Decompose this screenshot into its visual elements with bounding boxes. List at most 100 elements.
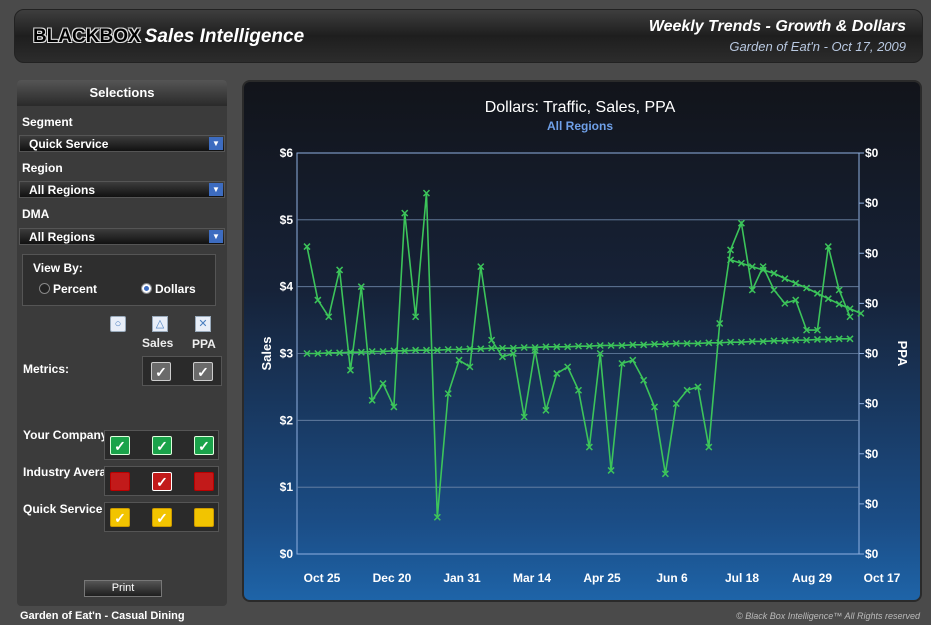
- data-point-marker: [379, 380, 387, 388]
- y2-tick-label: $0: [865, 196, 879, 210]
- your-company-traffic-checkbox[interactable]: ✓: [110, 436, 130, 455]
- data-point-marker: [336, 266, 344, 274]
- data-point-marker: [477, 263, 485, 271]
- row-label-quick-service: Quick Service: [23, 502, 103, 516]
- data-point-marker: [520, 413, 528, 421]
- y2-axis-label: PPA: [895, 341, 910, 367]
- app-header: BLACKBOX Sales Intelligence Weekly Trends…: [14, 9, 923, 63]
- data-point-marker: [422, 189, 430, 197]
- region-label: Region: [22, 161, 63, 175]
- x-tick-label: Aug 29: [792, 571, 832, 585]
- chevron-down-icon[interactable]: ▼: [209, 137, 223, 150]
- selections-title: Selections: [17, 80, 227, 106]
- metric-sales-checkbox[interactable]: ✓: [151, 362, 171, 381]
- data-point-marker: [466, 363, 474, 371]
- data-point-marker: [813, 326, 821, 334]
- x-tick-label: Oct 17: [864, 571, 901, 585]
- data-point-marker: [781, 275, 789, 283]
- data-point-marker: [336, 349, 344, 357]
- data-point-marker: [748, 337, 756, 346]
- viewby-percent-radio[interactable]: Percent: [39, 282, 97, 296]
- quick-service-checkbox-group: ✓ ✓: [104, 502, 219, 532]
- y2-tick-label: $0: [865, 497, 879, 511]
- data-point-marker: [618, 359, 626, 368]
- y2-tick-label: $0: [865, 146, 879, 160]
- ppa-cross-icon: ✕: [195, 316, 211, 332]
- data-point-marker: [401, 209, 409, 217]
- data-point-marker: [824, 243, 832, 251]
- print-button[interactable]: Print: [84, 580, 162, 597]
- quick-service-traffic-checkbox[interactable]: ✓: [110, 508, 130, 527]
- industry-average-traffic-checkbox[interactable]: [110, 472, 130, 491]
- your-company-ppa-checkbox[interactable]: ✓: [194, 436, 214, 455]
- x-tick-label: Mar 14: [513, 571, 551, 585]
- data-point-marker: [433, 513, 441, 521]
- data-point-marker: [488, 344, 496, 352]
- segment-dropdown[interactable]: Quick Service ▼: [19, 135, 225, 152]
- data-point-marker: [357, 283, 365, 291]
- data-point-marker: [824, 295, 832, 303]
- data-point-marker: [748, 263, 756, 271]
- viewby-percent-label: Percent: [53, 282, 98, 296]
- chevron-down-icon[interactable]: ▼: [209, 183, 223, 196]
- page-subtitle: Garden of Eat'n - Oct 17, 2009: [729, 39, 906, 54]
- data-point-marker: [792, 279, 800, 287]
- chevron-down-icon[interactable]: ▼: [209, 230, 223, 243]
- data-point-marker: [835, 335, 843, 343]
- data-point-marker: [694, 339, 702, 348]
- data-point-marker: [727, 256, 735, 264]
- data-point-marker: [564, 343, 572, 351]
- radio-selected-icon[interactable]: [141, 283, 152, 294]
- quick-service-sales-checkbox[interactable]: ✓: [152, 508, 172, 527]
- y2-tick-label: $0: [865, 347, 879, 361]
- data-point-marker: [466, 345, 474, 353]
- dma-label: DMA: [22, 207, 50, 221]
- logo-product: Sales Intelligence: [144, 26, 305, 47]
- data-point-marker: [705, 443, 713, 451]
- row-label-your-company: Your Company: [23, 428, 108, 442]
- data-point-marker: [368, 396, 376, 404]
- dma-value: All Regions: [29, 230, 96, 244]
- quick-service-ppa-checkbox[interactable]: [194, 508, 214, 527]
- data-point-marker: [737, 219, 745, 227]
- industry-average-ppa-checkbox[interactable]: [194, 472, 214, 491]
- data-point-marker: [390, 403, 398, 411]
- data-point-marker: [792, 336, 800, 344]
- data-point-marker: [629, 341, 637, 349]
- data-point-marker: [759, 337, 767, 346]
- data-point-marker: [781, 299, 789, 307]
- viewby-dollars-label: Dollars: [155, 282, 196, 296]
- data-point-marker: [542, 406, 550, 414]
- your-company-sales-checkbox[interactable]: ✓: [152, 436, 172, 455]
- data-point-marker: [379, 347, 387, 356]
- industry-average-sales-checkbox[interactable]: ✓: [152, 472, 172, 491]
- data-point-marker: [412, 313, 420, 321]
- data-point-marker: [770, 269, 778, 277]
- data-point-marker: [781, 337, 789, 345]
- data-point-marker: [390, 347, 398, 355]
- dma-dropdown[interactable]: All Regions ▼: [19, 228, 225, 245]
- data-point-marker: [846, 313, 854, 321]
- data-point-marker: [596, 349, 604, 358]
- region-dropdown[interactable]: All Regions ▼: [19, 181, 225, 198]
- data-point-marker: [585, 443, 593, 451]
- data-point-marker: [553, 343, 561, 351]
- logo-brand: BLACKBOX: [33, 26, 141, 47]
- data-point-marker: [846, 305, 854, 313]
- radio-icon[interactable]: [39, 283, 50, 294]
- chart-title: Dollars: Traffic, Sales, PPA: [485, 99, 676, 116]
- metrics-label: Metrics:: [23, 362, 70, 376]
- data-point-marker: [716, 339, 724, 347]
- data-point-marker: [694, 383, 702, 391]
- x-tick-label: Jul 18: [725, 571, 759, 585]
- metric-ppa-checkbox[interactable]: ✓: [193, 362, 213, 381]
- x-tick-label: Dec 20: [373, 571, 412, 585]
- footer-company: Garden of Eat'n - Casual Dining: [20, 610, 185, 622]
- segment-value: Quick Service: [29, 137, 109, 151]
- logo: BLACKBOX Sales Intelligence: [33, 26, 304, 48]
- data-point-marker: [792, 296, 800, 304]
- data-point-marker: [585, 342, 593, 350]
- viewby-dollars-radio[interactable]: Dollars: [141, 282, 196, 296]
- y-tick-label: $5: [280, 213, 294, 227]
- data-point-marker: [401, 347, 409, 355]
